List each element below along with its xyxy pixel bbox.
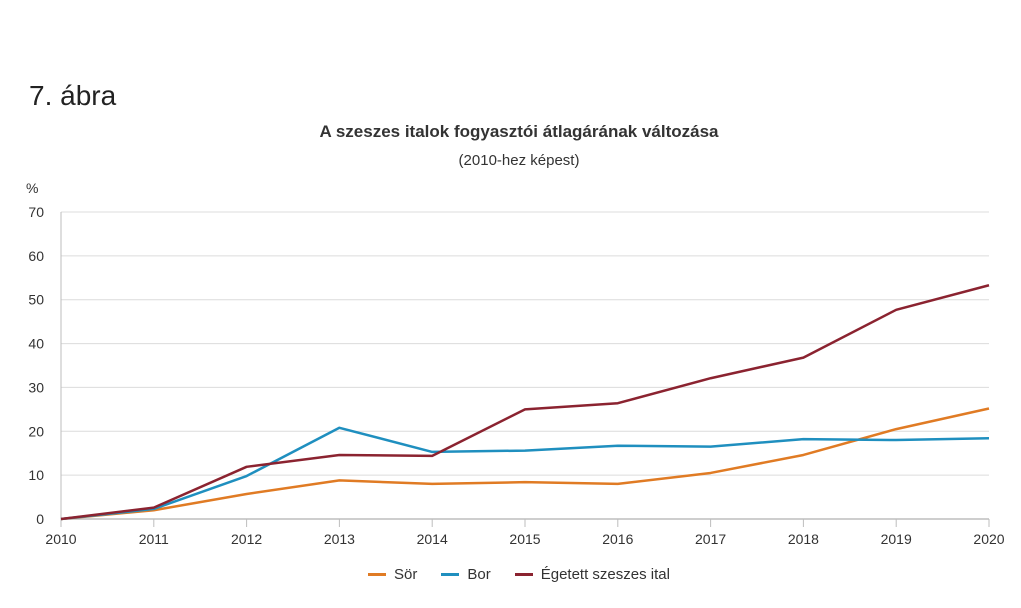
chart-title: A szeszes italok fogyasztói átlagárának … [319, 122, 719, 141]
y-tick-label: 20 [28, 423, 44, 439]
x-tick-label: 2018 [788, 531, 819, 547]
x-tick-label: 2019 [881, 531, 912, 547]
y-tick-label: 50 [28, 292, 44, 308]
legend-swatch [514, 573, 533, 576]
x-tick-label: 2010 [45, 531, 76, 547]
legend-item: Sör [368, 566, 417, 583]
legend-swatch [368, 573, 387, 576]
y-tick-label: 40 [28, 336, 44, 352]
x-tick-label: 2017 [695, 531, 726, 547]
series-line-sor [60, 407, 990, 521]
y-tick-label: 70 [28, 204, 44, 220]
x-tick-label: 2016 [602, 531, 633, 547]
legend-item: Bor [441, 566, 491, 583]
y-tick-label: 30 [28, 379, 44, 395]
y-tick-label: 0 [36, 511, 44, 527]
figure-label: 7. ábra [29, 80, 117, 111]
legend-label: Sör [394, 566, 418, 583]
chart-subtitle: (2010-hez képest) [458, 152, 580, 169]
chart-legend: Sör Bor Égetett szeszes ital [0, 566, 1021, 583]
y-tick-label: 10 [28, 467, 44, 483]
x-tick-label: 2011 [139, 531, 169, 547]
y-axis-label: % [26, 180, 38, 196]
series-line-egetett-szeszes-ital [60, 284, 990, 521]
x-tick-label: 2020 [973, 531, 1004, 547]
x-tick-label: 2013 [324, 531, 355, 547]
legend-swatch [441, 573, 460, 576]
x-tick-label: 2015 [509, 531, 540, 547]
x-tick-label: 2012 [231, 531, 262, 547]
legend-label: Bor [467, 566, 491, 583]
y-tick-label: 60 [28, 248, 44, 264]
legend-label: Égetett szeszes ital [540, 566, 670, 583]
legend-item: Égetett szeszes ital [514, 566, 670, 583]
x-tick-label: 2014 [417, 531, 448, 547]
